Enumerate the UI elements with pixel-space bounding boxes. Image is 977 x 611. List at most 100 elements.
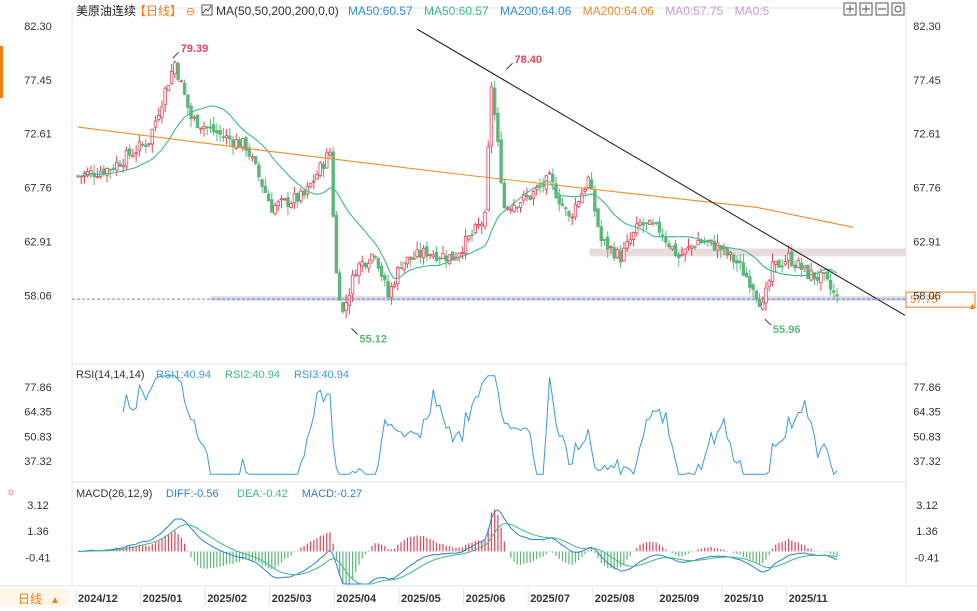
zoom-in-icon[interactable] [859,2,873,16]
candle-body [648,220,652,225]
candle-body [728,251,733,255]
crosshair-icon[interactable] [843,2,857,16]
candle-body [567,211,571,217]
candle-body [444,255,448,262]
rsi-layer [122,375,838,476]
price-tick-left: 67.76 [24,183,52,195]
candle-body [793,264,797,269]
candle-body [654,221,658,224]
candle-body [325,152,329,169]
rsi-tick-right: 37.32 [913,456,941,468]
rsi-tick-right: 50.83 [913,431,941,443]
candles-layer [76,60,839,319]
candle-body [725,247,729,256]
month-label: 2025/07 [530,593,570,605]
candle-body [140,143,145,146]
macd-legend: DIFF:-0.56 DEA:-0.42 MACD:-0.27 [166,488,362,500]
candle-body [376,257,381,269]
candle-body [773,261,778,265]
candle-body [328,151,332,156]
candle-body [570,216,574,219]
rsi-title: RSI(14,14,14) [76,369,144,381]
candle-body [205,126,209,129]
month-label: 2025/05 [401,593,441,605]
month-label: 2025/10 [724,593,764,605]
candle-body [118,163,122,167]
candle-body [147,143,151,145]
period-tab-label: 日线 [18,592,42,606]
candle-body [719,245,723,251]
candle-body [544,175,549,190]
rsi-legend-2: RSI3:40.94 [294,369,349,381]
toggle-circle-icon[interactable]: ⊖ [186,6,195,18]
period-tab[interactable] [0,589,70,606]
candle-body [363,262,368,268]
price-tick-left: 62.91 [24,237,52,249]
candle-body [751,284,755,290]
rsi-tick-left: 50.83 [24,431,52,443]
candle-body [337,272,342,301]
candle-body [295,192,300,202]
candle-body [625,241,629,249]
candle-body [299,190,303,202]
rsi-legend: RSI1:40.94 RSI2:40.94 RSI3:40.94 [156,369,349,381]
candle-body [777,259,781,268]
candle-body [744,272,749,278]
zoom-out-icon[interactable] [875,2,889,16]
ma-lines-layer [77,105,854,280]
candle-body [127,148,132,156]
candle-body [289,203,293,208]
candle-body [173,62,177,75]
candle-body [767,280,771,287]
candle-body [809,270,813,281]
price-marker-icon: ▲ [968,301,977,311]
macd-legend-0: DIFF:-0.56 [166,488,219,500]
macd-layer [78,509,838,585]
candle-body [341,302,345,312]
candle-body [357,263,361,277]
candle-body [780,265,784,268]
candle-body [618,250,623,263]
candle-body [221,136,226,139]
extreme-pointer [351,328,358,335]
candle-body [557,195,561,205]
candle-body [783,261,788,265]
settings-icon[interactable] [891,2,905,16]
candle-body [405,256,410,265]
candle-body [157,115,161,120]
macd-tick-left: -0.41 [25,552,50,564]
candle-body [192,116,196,119]
price-tick-right: 62.91 [913,237,941,249]
month-label: 2025/06 [466,593,506,605]
candle-body [531,191,536,200]
sun-icon[interactable]: ☼ [6,486,16,498]
candle-body [715,242,720,251]
candle-body [447,254,452,265]
candle-body [144,144,148,147]
candle-body [137,141,142,152]
candle-body [199,127,203,130]
candle-body [748,276,752,288]
candle-body [547,172,552,175]
candle-body [415,249,419,258]
candle-body [425,246,429,257]
candle-body [121,164,125,168]
price-tick-left: 72.61 [24,129,52,141]
overlays-layer: 57.75 79.39 78.40 55.12 55.96 [72,28,976,345]
month-label: 2025/11 [789,593,828,605]
extreme-pointer [506,62,513,70]
candle-body [308,183,313,188]
candle-body [832,290,836,293]
candle-body [609,246,613,249]
period-label[interactable]: 【日线】 [134,4,182,18]
candle-body [764,287,768,304]
candle-body [754,290,758,299]
ma-value-2: MA200:64.06 [500,4,572,18]
candle-body [515,206,519,209]
candle-body [664,236,668,243]
low-annotation: 55.96 [773,324,801,336]
candle-body [822,272,826,274]
indicator-icon[interactable] [201,4,213,16]
ma-values: MA50:60.57 MA50:60.57 MA200:64.06 MA200:64.… [348,4,770,18]
candle-body [667,243,671,248]
